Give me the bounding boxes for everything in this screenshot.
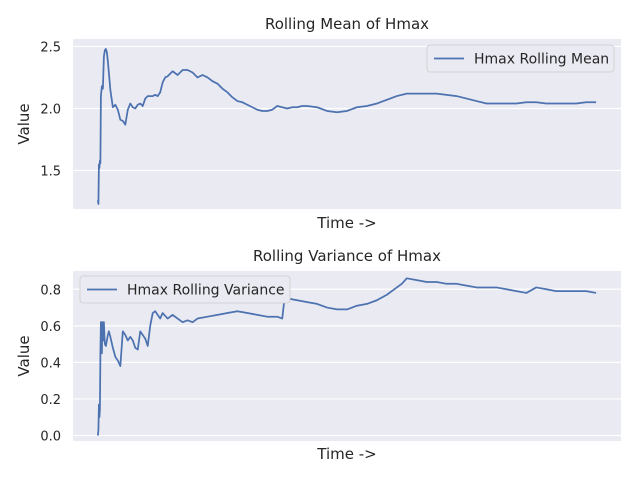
y-tick-label: 0.4 xyxy=(40,356,61,371)
legend-box xyxy=(79,275,291,304)
y-tick-label: 2.0 xyxy=(40,102,61,117)
series-line-hmax-rolling-mean xyxy=(97,48,597,205)
legend-box xyxy=(426,44,615,73)
y-tick-labels: 1.5 2.0 2.5 xyxy=(40,40,61,179)
legend-label: Hmax Rolling Mean xyxy=(474,52,609,68)
y-axis-label: Value xyxy=(15,103,33,144)
x-axis-label: Time -> xyxy=(316,445,376,463)
chart-title: Rolling Variance of Hmax xyxy=(253,247,441,265)
y-tick-label: 1.5 xyxy=(40,165,61,180)
legend: Hmax Rolling Variance xyxy=(79,275,291,304)
chart-title: Rolling Mean of Hmax xyxy=(265,15,429,33)
rolling-variance-chart: Rolling Variance of Hmax Time -> Value 0… xyxy=(15,247,621,463)
rolling-mean-chart: Rolling Mean of Hmax Time -> Value 1.5 2.… xyxy=(15,15,621,232)
y-tick-label: 0.8 xyxy=(40,283,61,298)
y-tick-labels: 0.0 0.2 0.4 0.6 0.8 xyxy=(40,283,61,444)
legend-label: Hmax Rolling Variance xyxy=(127,283,285,299)
x-axis-label: Time -> xyxy=(316,214,376,232)
y-axis-label: Value xyxy=(15,335,33,376)
legend: Hmax Rolling Mean xyxy=(426,44,615,73)
y-tick-label: 0.0 xyxy=(40,430,61,445)
series-line-hmax-rolling-variance xyxy=(97,277,597,436)
y-tick-label: 2.5 xyxy=(40,40,61,55)
y-tick-label: 0.2 xyxy=(40,393,61,408)
y-tick-label: 0.6 xyxy=(40,320,61,335)
